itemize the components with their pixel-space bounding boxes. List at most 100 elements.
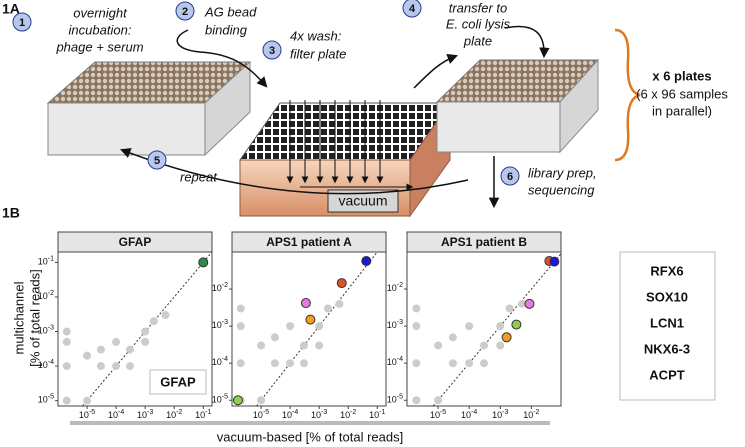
highlight-point [501,332,512,343]
point [480,359,488,368]
point [149,317,158,326]
step-text: plate [463,33,492,48]
point [315,341,324,350]
point [434,341,443,350]
legend-label: SOX10 [646,289,688,304]
y-tick-label: 10-5 [387,393,403,405]
process-arrows [120,25,550,209]
legend-frame [619,251,716,401]
point [141,327,150,336]
point [62,396,71,405]
point [62,362,71,371]
x-tick-label: 10-5 [253,409,269,421]
y-tick-label: 10-3 [38,324,54,336]
point [517,299,526,308]
x-tick-label: 10-2 [166,409,182,421]
step-number: 1 [19,17,25,29]
legend-label: ACPT [649,367,684,382]
highlight-point [549,256,560,267]
point [480,341,488,350]
point [505,304,514,313]
point [96,345,105,354]
vacuum-box [327,189,399,213]
highlight-point [198,257,209,268]
point [83,351,92,360]
y-tick-label: 10-2 [387,282,403,294]
x-tick-label: 10-5 [79,409,95,421]
highlight-point [232,395,243,406]
point [257,341,266,350]
legend-box [149,369,207,395]
point [161,311,170,320]
y-tick-label: 10-3 [387,319,403,331]
flow-arrows [286,100,414,191]
point [465,359,474,368]
point [412,322,421,331]
x-tick-label: 10-3 [311,409,327,421]
workflow-diagram: 1A vacuum x 6 plates (6 x 96 s [2,0,728,218]
step-text: 4x wash: [290,28,342,43]
y-tick-label: 10-2 [212,282,228,294]
point [465,322,474,331]
point [83,396,92,405]
step-number: 3 [269,45,275,57]
x-tick-label: 10-3 [137,409,153,421]
panel-title: GFAP [119,235,152,249]
step-number: 5 [154,155,160,167]
step-text: E. coli lysis [446,16,511,31]
step-number: 4 [409,3,416,15]
highlight-point [511,319,522,330]
step-text: binding [205,22,248,37]
x-tick-label: 10-1 [195,409,211,421]
x-tick-label: 10-4 [108,409,124,421]
step-text: phage + serum [55,39,143,54]
summary-line: x 6 plates [652,68,711,83]
y-tick-label: 10-4 [387,356,403,368]
plate-front [436,101,561,153]
x-tick-label: 10-4 [461,409,477,421]
point [286,322,295,331]
y-axis-label: multichannel [11,281,26,354]
point [448,333,457,342]
point [496,322,505,331]
step-text: sequencing [528,182,595,197]
panel-title: APS1 patient A [266,235,352,249]
step-badge [175,1,195,21]
step-text: repeat [180,169,218,184]
step-text: overnight [73,5,128,20]
x-axis-label: vacuum-based [% of total reads] [217,429,403,444]
step-text: AG bead [204,4,257,19]
point [236,359,245,368]
point [323,304,332,313]
point [412,304,421,313]
point [335,299,344,308]
step-badge [500,166,520,186]
step-badge [402,0,422,18]
point [299,341,308,350]
y-tick-label: 10-4 [212,356,228,368]
highlight-point [524,298,535,309]
step-badge [147,150,167,170]
plate-side [204,60,251,157]
point [62,327,71,336]
x-tick-label: 10-2 [340,409,356,421]
x-axis-bar [70,421,550,425]
brace [614,28,641,162]
y-tick-label: 10-1 [38,255,54,267]
point [62,337,71,346]
point [270,333,279,342]
y-tick-label: 10-3 [212,319,228,331]
x-tick-label: 10-3 [492,409,508,421]
step-badge [262,40,282,60]
point [112,362,121,371]
highlight-point [361,256,372,267]
legend-label: NKX6-3 [644,341,690,356]
step-text: filter plate [290,46,346,61]
point [270,359,279,368]
step-badge [12,12,32,32]
point [141,337,150,346]
highlight-point [336,278,347,289]
summary-line: (6 x 96 samples [636,86,728,101]
y-tick-label: 10-5 [38,393,54,405]
point [112,337,121,346]
